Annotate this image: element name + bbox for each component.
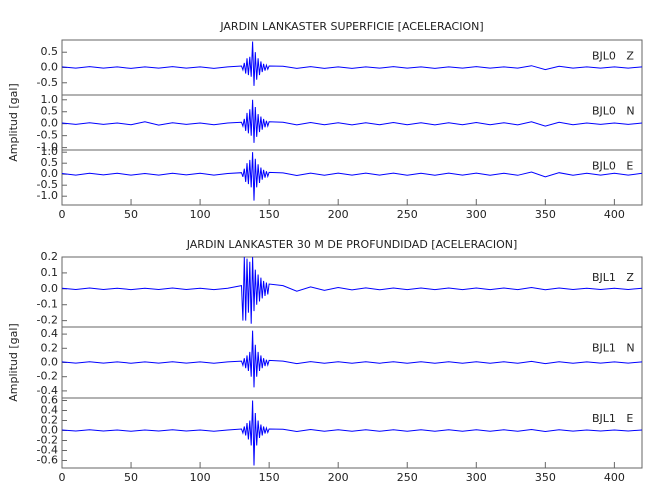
x-tick-label: 150	[259, 471, 280, 484]
x-tick-label: 350	[535, 471, 556, 484]
y-tick-label: -0.6	[37, 454, 58, 467]
trace	[61, 152, 643, 201]
y-tick-label: 0.4	[41, 327, 59, 340]
x-tick-label: 250	[397, 208, 418, 221]
y-tick-label: 0.0	[41, 117, 59, 130]
trace	[61, 99, 643, 143]
x-tick-label: 200	[328, 208, 349, 221]
y-tick-label: -1.0	[37, 141, 58, 154]
x-tick-label: 100	[190, 471, 211, 484]
trace-label: BJL0 Z	[592, 50, 634, 63]
x-tick-label: 200	[328, 471, 349, 484]
chart-title: JARDIN LANKASTER 30 M DE PROFUNDIDAD [AC…	[186, 238, 518, 251]
trace-label: BJL1 N	[592, 341, 635, 354]
trace-label: BJL0 E	[592, 160, 633, 173]
y-axis-label: Amplitud [gal]	[7, 323, 20, 401]
y-tick-label: -1.0	[37, 189, 58, 202]
y-tick-label: 0.2	[41, 341, 59, 354]
y-tick-label: 0.5	[41, 156, 59, 169]
trace-label: BJL0 N	[592, 105, 635, 118]
chart-title: JARDIN LANKASTER SUPERFICIE [ACELERACION…	[219, 20, 483, 33]
y-tick-label: 0.6	[41, 394, 59, 407]
trace-label: BJL1 Z	[592, 271, 634, 284]
y-tick-label: -0.2	[37, 434, 58, 447]
y-axis-label: Amplitud [gal]	[7, 83, 20, 161]
trace	[61, 400, 643, 466]
x-tick-label: 300	[466, 208, 487, 221]
x-tick-label: 50	[124, 208, 138, 221]
y-tick-label: -0.2	[37, 314, 58, 327]
y-tick-label: -0.5	[37, 178, 58, 191]
panel-frame	[61, 397, 643, 469]
y-tick-label: 0.2	[41, 414, 59, 427]
trace	[61, 256, 643, 324]
y-tick-label: -0.5	[37, 76, 58, 89]
x-tick-label: 400	[604, 208, 625, 221]
trace	[61, 330, 643, 388]
y-tick-label: -0.5	[37, 129, 58, 142]
panel-frame	[61, 256, 643, 328]
x-tick-label: 100	[190, 208, 211, 221]
y-tick-label: 0.5	[41, 105, 59, 118]
y-tick-label: 1.0	[41, 93, 59, 106]
y-tick-label: 0.0	[41, 61, 59, 74]
x-tick-label: 150	[259, 208, 280, 221]
x-tick-label: 50	[124, 471, 138, 484]
x-tick-label: 250	[397, 471, 418, 484]
y-tick-label: -0.2	[37, 370, 58, 383]
panel-frame	[61, 149, 643, 206]
y-tick-label: 0.2	[41, 250, 59, 263]
x-tick-label: 0	[59, 208, 66, 221]
y-tick-label: 0.0	[41, 282, 59, 295]
y-tick-label: 0.1	[41, 266, 59, 279]
y-tick-label: 0.0	[41, 167, 59, 180]
x-tick-label: 400	[604, 471, 625, 484]
y-tick-label: 0.0	[41, 424, 59, 437]
y-tick-label: -0.4	[37, 384, 58, 397]
y-tick-label: 0.5	[41, 45, 59, 58]
x-tick-label: 350	[535, 208, 556, 221]
y-tick-label: 0.4	[41, 404, 59, 417]
x-tick-label: 0	[59, 471, 66, 484]
y-tick-label: -0.1	[37, 298, 58, 311]
y-tick-label: 0.0	[41, 356, 59, 369]
x-tick-label: 300	[466, 471, 487, 484]
y-tick-label: -0.4	[37, 444, 58, 457]
trace-label: BJL1 E	[592, 412, 633, 425]
trace	[61, 41, 643, 86]
y-tick-label: 1.0	[41, 145, 59, 158]
